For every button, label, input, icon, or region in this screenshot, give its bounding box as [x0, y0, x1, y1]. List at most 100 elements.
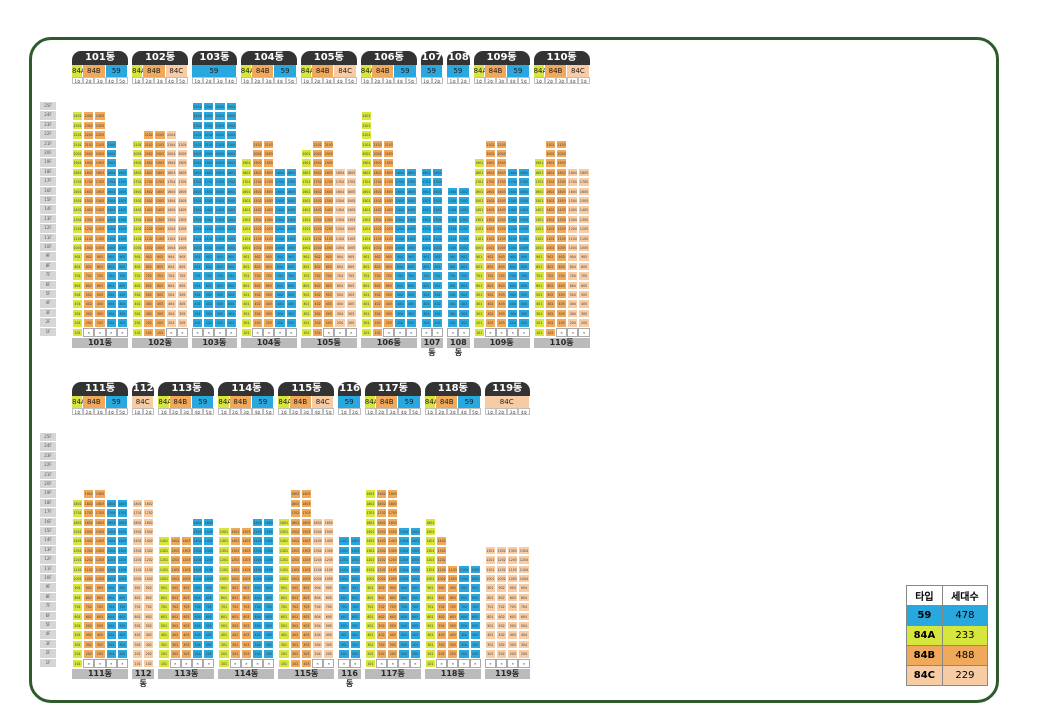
unit-type-segment: 84A [218, 396, 233, 408]
apartment-unit: 1304 [165, 214, 177, 225]
apartment-unit: 1302 [372, 214, 384, 225]
building-name-header: 108동 [447, 51, 470, 77]
floor-label: 2F [40, 649, 56, 658]
apartment-unit: 1805 [116, 167, 128, 178]
apartment-unit: 604 [274, 280, 286, 290]
apartment-unit: 201 [72, 649, 84, 659]
apartment-unit: 2003 [154, 149, 166, 159]
apartment-unit: 603 [214, 280, 226, 290]
unit-type-segment: 84B [289, 396, 312, 408]
apartment-unit: 2103 [94, 139, 106, 149]
apartment-unit: 1702 [289, 508, 301, 518]
apartment-unit: 1105 [203, 564, 215, 574]
apartment-unit: 503 [383, 290, 395, 300]
apartment-unit: 602 [432, 280, 444, 290]
line-number-label: 1호 [218, 408, 230, 415]
unit-type-segment: 59 [338, 396, 361, 408]
apartment-unit: 1404 [567, 205, 579, 215]
apartment-unit: 1205 [323, 555, 335, 565]
apartment-unit: 1801 [533, 167, 545, 178]
apartment-unit: 1504 [165, 196, 177, 206]
floor-label: 16F [40, 186, 56, 195]
apartment-unit: 302 [312, 308, 324, 319]
apartment-unit: 2104 [165, 139, 177, 149]
apartment-unit: 1803 [556, 167, 568, 178]
apartment-unit: 305 [578, 308, 590, 319]
apartment-unit: 205 [203, 649, 215, 659]
apartment-unit: 102 [312, 327, 324, 337]
apartment-unit: 803 [94, 592, 106, 603]
apartment-unit: 101 [473, 327, 485, 337]
piloti-cell: ✕ [338, 658, 350, 668]
apartment-unit: 803 [263, 261, 275, 272]
apartment-unit: 501 [338, 621, 350, 631]
unit-type-segment: 84A [240, 65, 255, 77]
apartment-unit: 2402 [203, 111, 215, 121]
apartment-unit: 904 [567, 252, 579, 262]
apartment-unit: 1501 [300, 196, 312, 206]
floor-label: 5F [40, 621, 56, 630]
apartment-unit: 702 [436, 602, 448, 612]
apartment-unit: 1003 [383, 243, 395, 253]
legend-type-84a: 84A [906, 625, 943, 646]
apartment-unit: 702 [372, 271, 384, 281]
apartment-unit: 1503 [94, 196, 106, 206]
line-number-label: 1호 [338, 408, 350, 415]
apartment-unit: 101 [240, 327, 252, 337]
piloti-cell: ✕ [192, 327, 204, 337]
apartment-unit: 802 [203, 261, 215, 272]
apartment-unit: 1402 [372, 205, 384, 215]
apartment-unit: 1203 [300, 555, 312, 565]
apartment-unit: 2302 [203, 120, 215, 131]
apartment-unit: 1203 [507, 555, 519, 565]
apartment-unit: 401 [218, 630, 230, 640]
apartment-unit: 402 [349, 630, 361, 640]
apartment-unit: 302 [372, 308, 384, 319]
apartment-unit: 501 [72, 290, 84, 300]
apartment-unit: 705 [203, 602, 215, 612]
apartment-unit: 902 [143, 583, 155, 593]
apartment-unit: 302 [349, 639, 361, 650]
apartment-unit: 602 [229, 611, 241, 621]
apartment-unit: 402 [376, 630, 388, 640]
piloti-cell: ✕ [349, 658, 361, 668]
line-number-label: 3호 [323, 77, 335, 84]
apartment-unit: 303 [180, 639, 192, 650]
apartment-unit: 303 [387, 639, 399, 650]
apartment-unit: 701 [72, 602, 84, 612]
line-number-label: 1호 [364, 408, 376, 415]
apartment-unit: 2103 [154, 139, 166, 149]
apartment-unit: 1602 [372, 186, 384, 196]
piloti-cell: ✕ [274, 327, 286, 337]
line-number-label: 1호 [132, 77, 144, 84]
apartment-unit: 802 [432, 261, 444, 272]
apartment-unit: 305 [518, 308, 530, 319]
line-number-label: 1호 [424, 408, 436, 415]
apartment-unit: 203 [94, 649, 106, 659]
apartment-unit: 1605 [518, 186, 530, 196]
apartment-unit: 704 [518, 602, 530, 612]
building-name-footer: 112동 [132, 669, 155, 688]
apartment-unit: 1204 [165, 224, 177, 234]
unit-type-segment: 84B [372, 65, 395, 77]
apartment-unit: 603 [496, 280, 508, 290]
line-number-label: 2호 [376, 408, 388, 415]
building-name-footer: 113동 [158, 669, 215, 679]
apartment-unit: 403 [263, 299, 275, 309]
line-number-label: 1호 [278, 408, 290, 415]
apartment-unit: 405 [116, 299, 128, 309]
floor-label: 21F [40, 470, 56, 479]
apartment-unit: 1103 [154, 233, 166, 243]
apartment-unit: 401 [192, 299, 204, 309]
apartment-unit: 204 [252, 649, 264, 659]
apartment-unit: 1504 [225, 196, 237, 206]
apartment-unit: 1501 [420, 196, 432, 206]
building-name-footer: 119동 [484, 669, 530, 679]
unit-type-segment: 84B [83, 396, 106, 408]
apartment-unit: 604 [252, 611, 264, 621]
apartment-unit: 404 [518, 630, 530, 640]
apartment-unit: 704 [105, 602, 117, 612]
apartment-unit: 1704 [165, 177, 177, 187]
apartment-unit: 303 [154, 308, 166, 319]
apartment-unit: 603 [387, 611, 399, 621]
